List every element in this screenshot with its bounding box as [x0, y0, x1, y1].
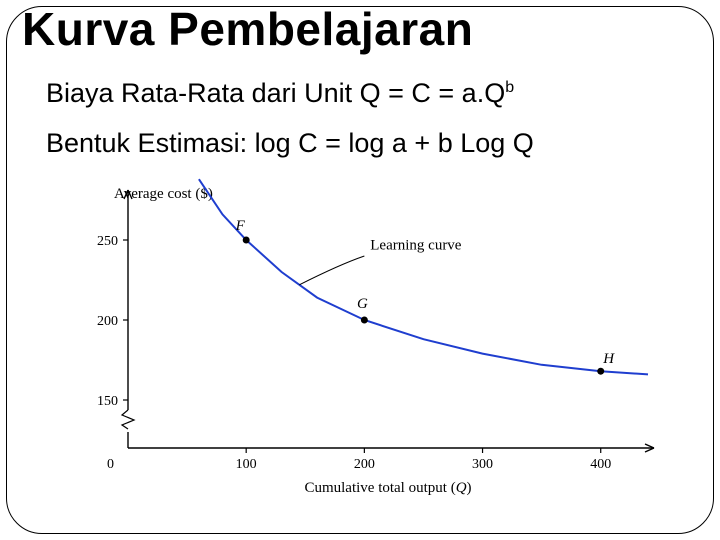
annotation-label: Learning curve — [370, 238, 462, 254]
x-tick-label: 0 — [107, 457, 114, 472]
y-tick-label: 200 — [97, 314, 118, 329]
y-tick-label: 250 — [97, 234, 118, 249]
point-F — [243, 237, 250, 244]
x-tick-label: 300 — [472, 457, 493, 472]
point-label-H: H — [602, 351, 615, 367]
learning-curve-line — [199, 179, 648, 374]
slide-title: Kurva Pembelajaran — [22, 2, 473, 56]
annotation-pointer — [299, 256, 364, 285]
chart-svg: 150 200 250 0 100 200 300 400 Average cost ($) Cu… — [62, 178, 658, 498]
point-G — [361, 317, 368, 324]
equation-log-form: Bentuk Estimasi: log C = log a + b Log Q — [46, 128, 534, 159]
slide: Kurva Pembelajaran Biaya Rata-Rata dari … — [0, 0, 720, 540]
x-tick-label: 100 — [236, 457, 257, 472]
point-H — [597, 368, 604, 375]
y-tick-label: 150 — [97, 394, 118, 409]
x-axis-label: Cumulative total output (Q) — [304, 480, 471, 496]
x-tick-label: 400 — [590, 457, 611, 472]
y-axis-label: Average cost ($) — [114, 186, 213, 202]
equation-average-cost: Biaya Rata-Rata dari Unit Q = C = a.Qb — [46, 78, 514, 109]
learning-curve-chart: 150 200 250 0 100 200 300 400 Average cost ($) Cu… — [62, 178, 658, 498]
x-tick-label: 200 — [354, 457, 375, 472]
point-label-G: G — [357, 296, 368, 312]
point-label-F: F — [235, 218, 246, 234]
